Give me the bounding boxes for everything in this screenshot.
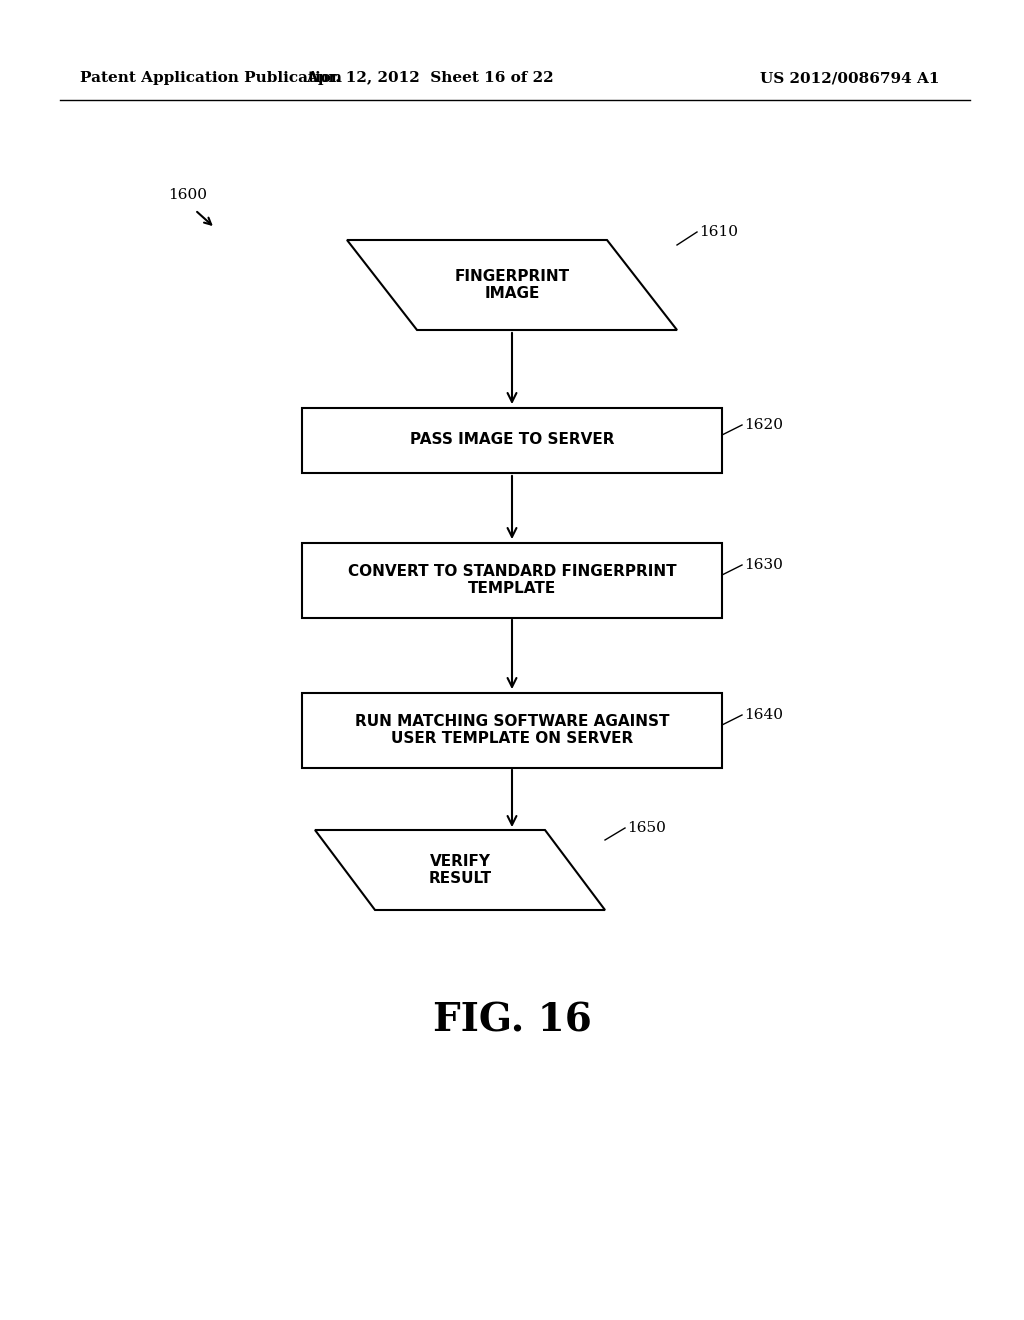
Bar [302,543,722,618]
Text: Apr. 12, 2012  Sheet 16 of 22: Apr. 12, 2012 Sheet 16 of 22 [306,71,554,84]
Text: 1620: 1620 [744,418,783,432]
Text: US 2012/0086794 A1: US 2012/0086794 A1 [760,71,939,84]
Text: 1650: 1650 [627,821,666,836]
Text: RUN MATCHING SOFTWARE AGAINST
USER TEMPLATE ON SERVER: RUN MATCHING SOFTWARE AGAINST USER TEMPL… [354,714,670,746]
Text: FINGERPRINT
IMAGE: FINGERPRINT IMAGE [455,269,569,301]
Text: 1600: 1600 [168,187,207,202]
Bar [302,408,722,473]
Text: PASS IMAGE TO SERVER: PASS IMAGE TO SERVER [410,433,614,447]
Text: 1640: 1640 [744,708,783,722]
Text: 1610: 1610 [699,224,738,239]
Text: 1630: 1630 [744,558,783,572]
Text: Patent Application Publication: Patent Application Publication [80,71,342,84]
Bar [302,693,722,767]
Text: FIG. 16: FIG. 16 [432,1001,592,1039]
Text: CONVERT TO STANDARD FINGERPRINT
TEMPLATE: CONVERT TO STANDARD FINGERPRINT TEMPLATE [348,564,676,597]
Text: VERIFY
RESULT: VERIFY RESULT [428,854,492,886]
